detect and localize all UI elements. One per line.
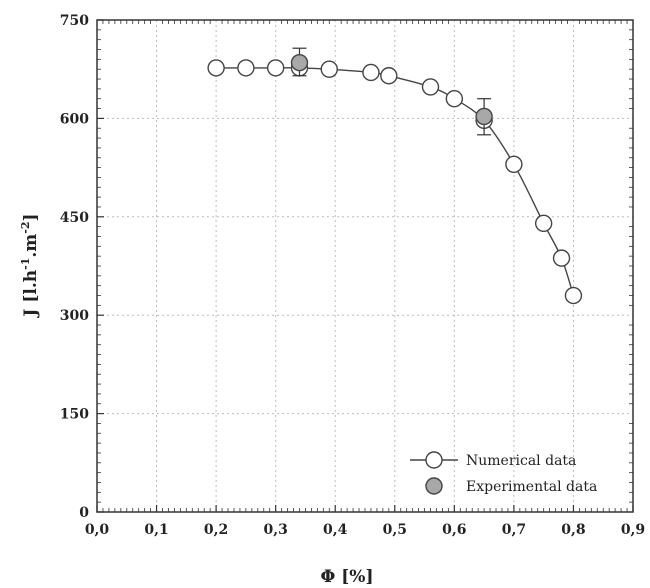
legend: Numerical data Experimental data <box>410 451 597 495</box>
y-axis-title-sup1: -1 <box>19 258 32 270</box>
y-tick-label: 450 <box>60 210 89 226</box>
y-axis-title-end: ] <box>21 213 41 221</box>
numerical-point <box>380 67 398 85</box>
y-tick-label: 600 <box>60 111 89 127</box>
numerical-point <box>534 214 553 233</box>
numerical-point <box>237 59 255 77</box>
numerical-point <box>207 59 225 77</box>
data-markers <box>207 47 583 305</box>
numerical-point <box>552 249 571 267</box>
x-tick-label: 0,7 <box>502 522 526 538</box>
grid <box>97 20 633 512</box>
experimental-point <box>290 53 309 72</box>
y-tick-label: 150 <box>60 407 89 423</box>
x-tick-label: 0,3 <box>263 522 287 538</box>
x-tick-label: 0,2 <box>204 522 228 538</box>
y-tick-label: 750 <box>60 13 89 29</box>
y-axis-title-mid: .m <box>21 234 41 258</box>
y-axis-title-sup2: -2 <box>19 221 32 233</box>
numerical-point <box>362 63 380 82</box>
y-axis-title-main: J [l.h <box>21 270 41 319</box>
plot-frame <box>96 19 634 513</box>
x-tick-label: 0,0 <box>85 522 110 538</box>
y-axis-title: J [l.h-1.m-2] <box>19 213 41 318</box>
x-tick-label: 0,5 <box>383 522 407 538</box>
x-tick-label: 0,1 <box>144 522 168 538</box>
x-tick-label: 0,9 <box>621 522 645 538</box>
legend-marker-numerical <box>425 451 443 469</box>
y-tick-label: 0 <box>79 505 89 521</box>
x-tick-label: 0,6 <box>442 522 466 538</box>
experimental-point <box>475 107 493 126</box>
numerical-point <box>505 155 523 174</box>
numerical-point <box>445 90 464 108</box>
legend-label-experimental: Experimental data <box>466 479 597 495</box>
x-tick-label: 0,4 <box>323 522 348 538</box>
numerical-point <box>564 286 583 305</box>
y-tick-labels: 0 150 300 450 600 750 <box>60 13 89 521</box>
legend-label-numerical: Numerical data <box>466 453 576 469</box>
numerical-point <box>421 78 440 96</box>
x-tick-label: 0,8 <box>561 522 585 538</box>
x-tick-labels: 0,0 0,1 0,2 0,3 0,4 0,5 0,6 0,7 0,8 0,9 <box>85 522 645 538</box>
x-axis-title: Φ [%] <box>321 567 374 587</box>
numerical-point <box>266 59 285 77</box>
axis-ticks <box>96 19 634 513</box>
legend-marker-experimental <box>425 477 443 495</box>
numerical-point <box>320 60 338 78</box>
y-tick-label: 300 <box>60 308 89 324</box>
